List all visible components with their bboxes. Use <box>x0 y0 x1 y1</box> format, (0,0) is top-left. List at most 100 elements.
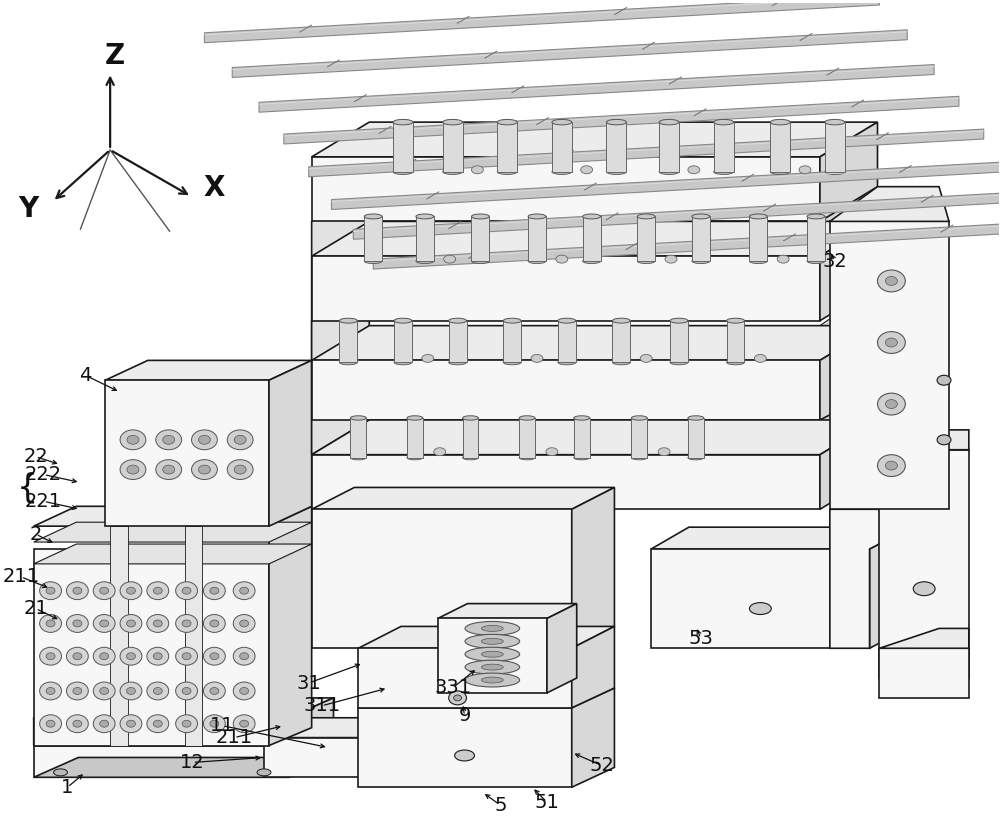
Polygon shape <box>105 380 269 526</box>
Text: 1: 1 <box>61 778 74 797</box>
Ellipse shape <box>234 436 246 445</box>
Ellipse shape <box>93 582 115 600</box>
Ellipse shape <box>443 169 463 175</box>
Ellipse shape <box>394 360 412 365</box>
Ellipse shape <box>519 455 535 460</box>
Text: 211: 211 <box>216 728 253 747</box>
Ellipse shape <box>257 769 271 776</box>
Polygon shape <box>497 122 517 172</box>
Ellipse shape <box>885 338 897 347</box>
Polygon shape <box>471 216 489 261</box>
Ellipse shape <box>66 582 88 600</box>
Ellipse shape <box>192 430 217 450</box>
Ellipse shape <box>481 651 503 658</box>
Ellipse shape <box>807 259 825 263</box>
Ellipse shape <box>503 318 521 323</box>
Ellipse shape <box>670 360 688 365</box>
Polygon shape <box>312 122 878 157</box>
Polygon shape <box>312 455 820 509</box>
Polygon shape <box>269 507 312 746</box>
Polygon shape <box>339 321 357 362</box>
Text: 32: 32 <box>822 252 847 271</box>
Ellipse shape <box>754 355 766 362</box>
Ellipse shape <box>120 460 146 479</box>
Ellipse shape <box>210 587 219 594</box>
Ellipse shape <box>66 714 88 733</box>
Ellipse shape <box>182 687 191 695</box>
Ellipse shape <box>688 416 704 420</box>
Polygon shape <box>393 122 413 172</box>
Ellipse shape <box>182 587 191 594</box>
Polygon shape <box>232 30 907 78</box>
Text: X: X <box>204 173 225 201</box>
Text: 311: 311 <box>303 696 340 715</box>
Ellipse shape <box>127 436 139 445</box>
Ellipse shape <box>93 615 115 633</box>
Ellipse shape <box>40 682 61 700</box>
Polygon shape <box>820 390 878 455</box>
Polygon shape <box>714 122 734 172</box>
Ellipse shape <box>612 360 630 365</box>
Polygon shape <box>204 0 879 43</box>
Ellipse shape <box>878 394 905 415</box>
Polygon shape <box>879 450 969 678</box>
Text: 12: 12 <box>180 753 205 772</box>
Polygon shape <box>185 526 202 746</box>
Ellipse shape <box>176 682 197 700</box>
Text: 222: 222 <box>25 465 62 484</box>
Polygon shape <box>749 216 767 261</box>
Ellipse shape <box>640 355 652 362</box>
Polygon shape <box>583 216 601 261</box>
Ellipse shape <box>770 120 790 125</box>
Ellipse shape <box>156 430 182 450</box>
Ellipse shape <box>176 714 197 733</box>
Polygon shape <box>358 626 614 648</box>
Ellipse shape <box>153 587 162 594</box>
Ellipse shape <box>192 460 217 479</box>
Ellipse shape <box>127 620 135 627</box>
Ellipse shape <box>227 460 253 479</box>
Ellipse shape <box>46 720 55 727</box>
Ellipse shape <box>749 602 771 615</box>
Polygon shape <box>312 361 820 420</box>
Polygon shape <box>519 418 535 458</box>
Ellipse shape <box>727 360 744 365</box>
Polygon shape <box>503 321 521 362</box>
Polygon shape <box>438 604 577 619</box>
Ellipse shape <box>198 465 210 474</box>
Polygon shape <box>394 321 412 362</box>
Polygon shape <box>353 191 1000 239</box>
Ellipse shape <box>147 615 169 633</box>
Ellipse shape <box>210 653 219 660</box>
Ellipse shape <box>350 455 366 460</box>
Ellipse shape <box>176 615 197 633</box>
Ellipse shape <box>714 169 734 175</box>
Polygon shape <box>312 509 572 648</box>
Ellipse shape <box>637 259 655 263</box>
Ellipse shape <box>233 714 255 733</box>
Polygon shape <box>820 221 878 321</box>
Ellipse shape <box>471 259 489 263</box>
Ellipse shape <box>120 582 142 600</box>
Ellipse shape <box>40 582 61 600</box>
Ellipse shape <box>885 399 897 408</box>
Ellipse shape <box>885 461 897 470</box>
Ellipse shape <box>46 653 55 660</box>
Ellipse shape <box>519 416 535 420</box>
Ellipse shape <box>120 615 142 633</box>
Ellipse shape <box>449 318 467 323</box>
Ellipse shape <box>807 214 825 219</box>
Text: 331: 331 <box>434 678 471 697</box>
Ellipse shape <box>631 416 647 420</box>
Polygon shape <box>309 129 984 177</box>
Ellipse shape <box>176 648 197 665</box>
Ellipse shape <box>66 648 88 665</box>
Ellipse shape <box>465 634 520 648</box>
Ellipse shape <box>73 687 82 695</box>
Ellipse shape <box>583 259 601 263</box>
Ellipse shape <box>153 620 162 627</box>
Ellipse shape <box>394 318 412 323</box>
Polygon shape <box>34 698 333 718</box>
Ellipse shape <box>120 714 142 733</box>
Polygon shape <box>830 221 949 509</box>
